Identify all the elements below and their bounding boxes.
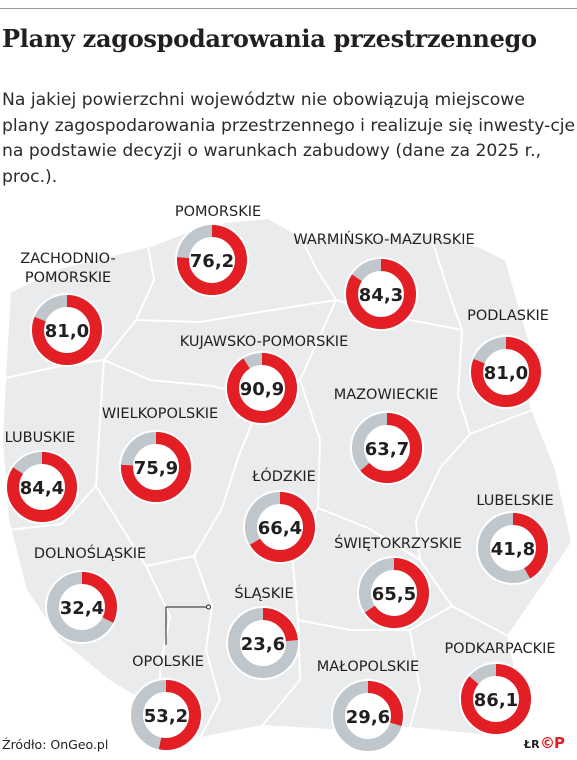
donut-zachodnio-pomorskie: 81,0 — [30, 293, 104, 367]
donut-value-label: 75,9 — [134, 458, 178, 479]
donut-value-arc — [7, 452, 77, 522]
donut-value-label: 76,2 — [190, 251, 234, 272]
donut-wielkopolskie: 75,9 — [119, 430, 193, 504]
donut-value-label: 81,0 — [484, 363, 528, 384]
border-maz-lubel — [415, 433, 471, 561]
top-rule — [0, 8, 577, 9]
region-name-lubelskie: LUBELSKIE — [476, 493, 553, 509]
donut-swietokrzyskie: 65,5 — [357, 556, 431, 630]
donut-dolnoslaskie: 32,4 — [45, 570, 119, 644]
donut-value-arc — [461, 664, 531, 734]
donut-value-arc — [47, 572, 117, 642]
chart-title: Plany zagospodarowania przestrzennego — [2, 24, 537, 53]
donut-value-label: 63,7 — [365, 439, 409, 460]
donut-value-arc — [227, 353, 297, 423]
region-name-dolnoslaskie: DOLNOŚLĄSKIE — [34, 544, 146, 562]
region-labels: POMORSKIE WARMIŃSKO-MAZURSKIE ZACHODNIO-PO… — [5, 204, 556, 675]
donut-value-label: 84,3 — [359, 285, 403, 306]
donut-value-arc — [478, 513, 548, 583]
border-north-kp — [135, 299, 463, 331]
donut-value-arc — [352, 413, 422, 483]
region-name-zachodnio-pomorskie: ZACHODNIO-POMORSKIE — [20, 251, 115, 286]
region-name-kujawsko-pomorskie: KUJAWSKO-POMORSKIE — [180, 334, 349, 350]
donut-value-label: 32,4 — [60, 598, 104, 619]
donut-value-arc — [131, 680, 201, 750]
donut-charts: 76,2 84,3 81,0 81,0 90,9 63,7 75,9 84,4 66,4 41,8… — [5, 223, 550, 753]
donut-pomorskie: 76,2 — [175, 223, 249, 297]
source-note: Źródło: OnGeo.pl — [2, 737, 109, 752]
region-name-slaskie: ŚLĄSKIE — [234, 584, 293, 602]
border-malo-podk — [409, 629, 421, 729]
donut-value-arc — [245, 492, 315, 562]
donut-value-label: 41,8 — [491, 539, 535, 560]
donut-value-label: 65,5 — [372, 584, 416, 605]
donut-lubuskie: 84,4 — [5, 450, 79, 524]
donut-value-arc — [359, 558, 429, 628]
donut-mazowieckie: 63,7 — [350, 411, 424, 485]
donut-value-label: 29,6 — [346, 707, 390, 728]
donut-value-label: 81,0 — [45, 321, 89, 342]
border-wlkp-lodz — [95, 397, 263, 567]
donut-slaskie: 23,6 — [226, 606, 300, 680]
donut-lodzkie: 66,4 — [243, 490, 317, 564]
border-wm-podl — [429, 233, 463, 331]
region-name-lodzkie: ŁÓDZKIE — [251, 467, 316, 485]
region-name-swietokrzyskie: ŚWIĘTOKRZYSKIE — [334, 534, 462, 552]
border-opol-slask — [193, 555, 221, 739]
author-signature: ŁR — [524, 738, 540, 751]
map-background — [0, 216, 574, 740]
donut-value-arc — [228, 608, 298, 678]
donut-value-label: 90,9 — [240, 379, 284, 400]
region-name-podkarpackie: PODKARPACKIE — [444, 641, 555, 657]
donut-kujawsko-pomorskie: 90,9 — [225, 351, 299, 425]
region-name-malopolskie: MAŁOPOLSKIE — [317, 659, 419, 675]
chart-subtitle: Na jakiej powierzchni województw nie obo… — [2, 90, 576, 187]
region-name-lubuskie: LUBUSKIE — [5, 430, 76, 446]
border-zp-pom — [135, 245, 155, 321]
region-name-mazowieckie: MAZOWIECKIE — [334, 387, 439, 403]
opolskie-leader-line — [165, 604, 211, 645]
donut-podkarpackie: 86,1 — [459, 662, 533, 736]
donut-podlaskie: 81,0 — [469, 335, 543, 409]
donut-value-label: 84,4 — [20, 478, 64, 499]
donut-value-label: 53,2 — [144, 706, 188, 727]
border-lodz-sw — [317, 507, 421, 561]
donut-malopolskie: 29,6 — [331, 679, 405, 753]
donut-value-arc — [121, 432, 191, 502]
donut-value-label: 66,4 — [258, 518, 302, 539]
donut-value-label: 86,1 — [474, 690, 518, 711]
donut-value-arc — [177, 225, 247, 295]
donut-lubelskie: 41,8 — [476, 511, 550, 585]
donut-value-arc — [346, 259, 416, 329]
region-name-warminsko-mazurskie: WARMIŃSKO-MAZURSKIE — [293, 230, 474, 248]
donut-opolskie: 53,2 — [129, 678, 203, 752]
border-maz-podl — [457, 329, 533, 435]
region-name-opolskie: OPOLSKIE — [132, 654, 204, 670]
region-name-wielkopolskie: WIELKOPOLSKIE — [102, 406, 218, 422]
border-pom-wm — [299, 235, 337, 301]
donut-value-arc — [471, 337, 541, 407]
region-name-pomorskie: POMORSKIE — [175, 204, 261, 220]
donut-value-arc — [32, 295, 102, 365]
region-name-podlaskie: PODLASKIE — [467, 308, 549, 324]
copyright-mark: ©P — [540, 734, 565, 752]
donut-warminsko-mazurskie: 84,3 — [344, 257, 418, 331]
donut-value-label: 23,6 — [241, 634, 285, 655]
border-sw-malo — [297, 605, 453, 631]
donut-value-arc — [333, 681, 403, 751]
